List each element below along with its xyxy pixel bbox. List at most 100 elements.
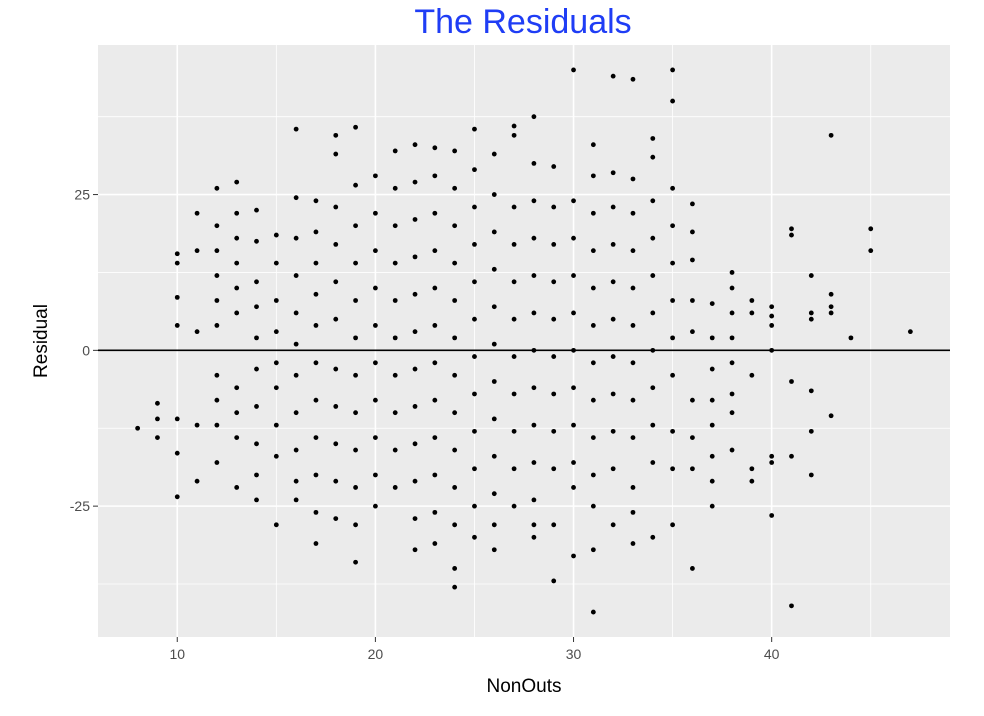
data-point bbox=[432, 472, 438, 478]
data-point bbox=[551, 522, 557, 528]
data-point bbox=[333, 204, 339, 210]
data-point bbox=[610, 204, 616, 210]
data-point bbox=[650, 534, 656, 540]
data-point bbox=[452, 335, 458, 341]
data-point bbox=[174, 450, 180, 456]
data-point bbox=[749, 372, 755, 378]
data-point bbox=[531, 347, 537, 353]
data-point bbox=[392, 185, 398, 191]
data-point bbox=[531, 273, 537, 278]
data-point bbox=[709, 478, 715, 484]
data-point bbox=[372, 472, 378, 478]
data-point bbox=[313, 229, 319, 235]
y-tick-label: -25 bbox=[70, 498, 90, 514]
data-point bbox=[590, 248, 596, 254]
data-point bbox=[789, 603, 794, 609]
data-point bbox=[808, 316, 814, 322]
data-point bbox=[234, 235, 240, 241]
x-tick-label: 20 bbox=[368, 646, 384, 662]
data-point bbox=[729, 270, 735, 275]
data-point bbox=[412, 254, 418, 260]
data-point bbox=[590, 285, 596, 291]
y-tick-label: 0 bbox=[82, 342, 90, 358]
data-point bbox=[729, 285, 735, 291]
data-point bbox=[531, 497, 537, 503]
data-points bbox=[135, 67, 913, 615]
data-point bbox=[333, 132, 339, 138]
data-point bbox=[729, 335, 735, 341]
data-point bbox=[472, 391, 477, 397]
data-point bbox=[610, 466, 616, 472]
data-point bbox=[472, 466, 477, 472]
data-point bbox=[174, 416, 180, 422]
data-point bbox=[769, 304, 775, 310]
data-point bbox=[491, 522, 497, 528]
data-point bbox=[452, 223, 458, 229]
data-point bbox=[868, 248, 874, 254]
data-point bbox=[690, 329, 695, 335]
data-point bbox=[452, 410, 458, 416]
data-point bbox=[808, 310, 814, 316]
data-point bbox=[491, 229, 497, 235]
data-point bbox=[254, 238, 259, 244]
data-point bbox=[293, 497, 299, 503]
data-point bbox=[531, 460, 537, 465]
data-point bbox=[333, 279, 339, 285]
data-point bbox=[234, 410, 240, 416]
data-point bbox=[828, 413, 834, 419]
data-point bbox=[511, 204, 517, 210]
data-point bbox=[808, 388, 814, 394]
data-point bbox=[590, 609, 596, 615]
data-point bbox=[650, 235, 656, 241]
data-point bbox=[155, 435, 160, 440]
data-point bbox=[412, 516, 418, 521]
data-point bbox=[571, 273, 576, 278]
data-point bbox=[590, 173, 596, 179]
data-point bbox=[590, 503, 596, 509]
data-point bbox=[808, 428, 814, 434]
data-point bbox=[472, 534, 477, 540]
data-point bbox=[273, 522, 279, 528]
data-point bbox=[452, 447, 458, 453]
data-point bbox=[432, 509, 438, 515]
data-point bbox=[452, 584, 458, 590]
data-point bbox=[491, 491, 497, 497]
data-point bbox=[650, 460, 656, 465]
data-point bbox=[709, 422, 715, 428]
data-point bbox=[630, 485, 636, 490]
data-point bbox=[769, 313, 775, 319]
data-point bbox=[472, 204, 477, 210]
y-axis-title: Residual bbox=[31, 304, 52, 378]
data-point bbox=[650, 136, 656, 141]
chart-title: The Residuals bbox=[414, 3, 631, 41]
data-point bbox=[254, 304, 259, 310]
data-point bbox=[412, 441, 418, 447]
data-point bbox=[511, 242, 517, 247]
data-point bbox=[254, 404, 259, 409]
data-point bbox=[531, 422, 537, 428]
data-point bbox=[491, 416, 497, 422]
data-point bbox=[590, 210, 596, 216]
data-point bbox=[412, 478, 418, 484]
data-point bbox=[749, 310, 755, 316]
data-point bbox=[194, 422, 200, 428]
data-point bbox=[848, 335, 854, 341]
data-point bbox=[531, 235, 537, 241]
data-point bbox=[372, 210, 378, 216]
data-point bbox=[372, 173, 378, 179]
data-point bbox=[392, 447, 398, 453]
data-point bbox=[174, 260, 180, 266]
data-point bbox=[808, 273, 814, 278]
data-point bbox=[254, 279, 259, 285]
data-point bbox=[452, 260, 458, 266]
data-point bbox=[630, 360, 636, 366]
data-point bbox=[571, 460, 576, 465]
data-point bbox=[214, 460, 220, 465]
data-point bbox=[590, 435, 596, 440]
data-point bbox=[313, 509, 319, 515]
data-point bbox=[254, 497, 259, 503]
data-point bbox=[372, 285, 378, 291]
data-point bbox=[650, 385, 656, 391]
data-point bbox=[412, 547, 418, 553]
data-point bbox=[392, 372, 398, 378]
